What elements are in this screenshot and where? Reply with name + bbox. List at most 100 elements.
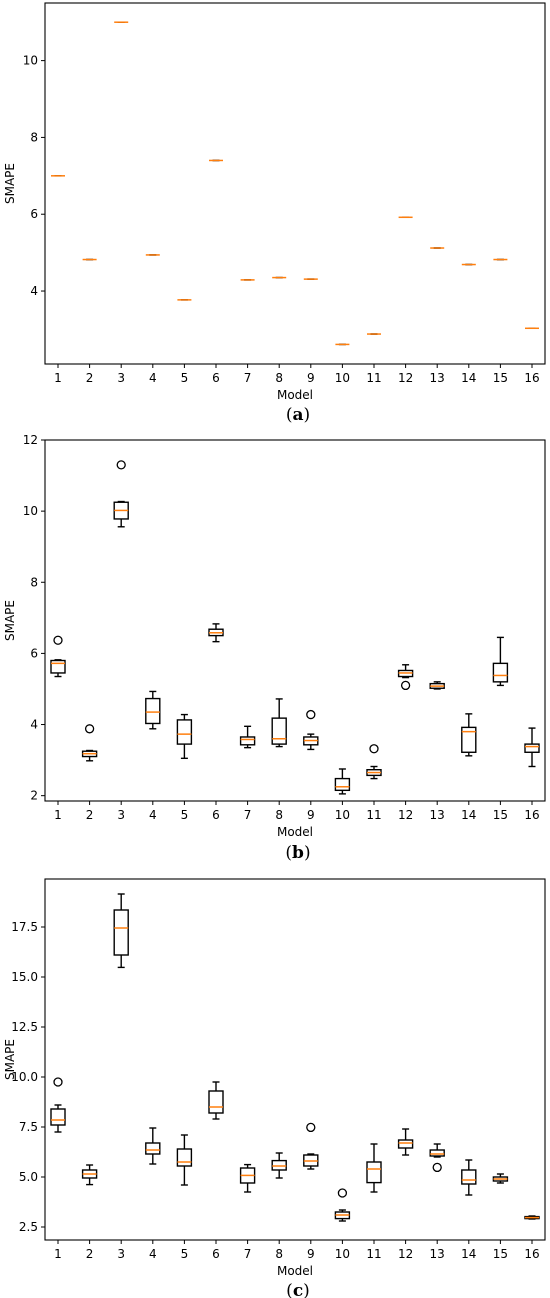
- y-tick-label: 15.0: [11, 970, 38, 984]
- x-tick-label: 16: [524, 371, 539, 385]
- caption-close: ): [304, 843, 311, 863]
- panel-caption: (c): [286, 1281, 310, 1298]
- box-model-15: [492, 636, 509, 687]
- x-tick-label: 7: [244, 1247, 252, 1261]
- box-model-10: [334, 1188, 351, 1222]
- x-tick-label: 8: [275, 371, 283, 385]
- y-tick-label: 4: [30, 718, 38, 732]
- chart-panel-c: 1 2 3 4 5 6 7 8 9 10 11 12 13 14 15 162.55.07.510.012.5…: [3, 878, 546, 1298]
- box-model-4: [145, 1127, 161, 1165]
- x-tick-label: 14: [461, 808, 476, 822]
- iqr-box: [145, 1142, 161, 1155]
- caption-open: (: [285, 843, 292, 863]
- x-tick-label: 7: [244, 371, 252, 385]
- x-tick-label: 13: [430, 1247, 445, 1261]
- iqr-box: [176, 719, 193, 745]
- y-tick-label: 10: [23, 54, 38, 68]
- box-model-3: [113, 460, 129, 528]
- panel-caption: (b): [285, 843, 310, 863]
- chart-panel-a: 1 2 3 4 5 6 7 8 9 10 11 12 13 14 15 1646810ModelSMAPE(a…: [3, 2, 546, 425]
- x-tick-label: 4: [149, 371, 157, 385]
- box-model-5: [176, 713, 193, 760]
- box-model-6: [208, 1081, 224, 1120]
- y-tick-label: 7.5: [19, 1120, 38, 1134]
- x-tick-label: 15: [493, 371, 508, 385]
- x-tick-label: 9: [307, 808, 315, 822]
- outlier-point: [84, 724, 95, 734]
- box-model-16: [524, 1215, 540, 1220]
- iqr-box: [50, 659, 66, 674]
- iqr-box: [334, 777, 351, 792]
- box-model-2: [81, 1164, 98, 1186]
- caption-close: ): [304, 405, 311, 425]
- y-tick-label: 4: [30, 284, 38, 298]
- x-tick-label: 6: [212, 371, 220, 385]
- caption-letter: a: [292, 405, 303, 425]
- y-tick-label: 8: [30, 130, 38, 144]
- iqr-box: [524, 743, 540, 753]
- box-model-8: [271, 698, 287, 748]
- iqr-box: [145, 697, 161, 725]
- iqr-box: [366, 1161, 382, 1184]
- y-tick-label: 6: [30, 207, 38, 221]
- caption-open: (: [286, 1281, 293, 1298]
- outlier-point: [369, 744, 379, 754]
- y-tick-label: 8: [30, 575, 38, 589]
- x-tick-label: 8: [275, 1247, 283, 1261]
- x-tick-label: 11: [366, 371, 381, 385]
- axes-frame: [44, 878, 546, 1241]
- caption-letter: c: [293, 1281, 303, 1298]
- box-model-9: [303, 709, 319, 751]
- x-tick-label: 2: [86, 1247, 94, 1261]
- box-model-3: [113, 893, 129, 969]
- x-tick-label: 10: [335, 371, 350, 385]
- iqr-box: [176, 1148, 193, 1167]
- panel-caption: (a): [286, 405, 310, 425]
- iqr-box: [461, 1169, 477, 1185]
- box-model-7: [239, 725, 256, 749]
- x-tick-label: 12: [398, 1247, 413, 1261]
- outlier-point: [337, 1188, 348, 1198]
- box-model-4: [145, 690, 161, 730]
- iqr-box: [271, 717, 287, 745]
- box-model-8: [271, 1152, 287, 1179]
- x-tick-label: 13: [430, 371, 445, 385]
- y-tick-label: 12: [23, 433, 38, 447]
- x-tick-label: 15: [493, 1247, 508, 1261]
- x-tick-label: 5: [181, 1247, 189, 1261]
- x-tick-label: 11: [366, 1247, 381, 1261]
- x-tick-label: 3: [117, 808, 125, 822]
- x-tick-label: 2: [86, 371, 94, 385]
- x-tick-label: 16: [524, 808, 539, 822]
- x-tick-label: 1: [54, 371, 62, 385]
- iqr-box: [429, 1149, 445, 1157]
- caption-close: ): [303, 1281, 310, 1298]
- iqr-box: [239, 736, 256, 746]
- box-model-10: [334, 768, 351, 795]
- iqr-box: [397, 1139, 414, 1149]
- x-tick-label: 1: [54, 1247, 62, 1261]
- box-model-13: [429, 681, 445, 690]
- x-tick-label: 7: [244, 808, 252, 822]
- box-model-6: [208, 623, 224, 643]
- outlier-point: [306, 709, 316, 720]
- box-model-16: [524, 727, 540, 768]
- caption-open: (: [286, 405, 293, 425]
- box-model-9: [303, 1122, 319, 1170]
- box-model-15: [492, 1173, 509, 1184]
- x-tick-label: 12: [398, 808, 413, 822]
- box-model-14: [461, 1159, 477, 1196]
- iqr-box: [50, 1108, 66, 1126]
- x-tick-label: 4: [149, 1247, 157, 1261]
- y-tick-label: 17.5: [11, 920, 38, 934]
- x-tick-label: 1: [54, 808, 62, 822]
- x-tick-label: 9: [307, 371, 315, 385]
- x-tick-label: 10: [335, 808, 350, 822]
- axes-frame: [44, 2, 546, 365]
- outlier-point: [53, 1077, 63, 1087]
- x-tick-label: 5: [181, 808, 189, 822]
- box-model-2: [81, 724, 98, 762]
- y-tick-label: 6: [30, 646, 38, 660]
- box-model-12: [397, 1128, 414, 1156]
